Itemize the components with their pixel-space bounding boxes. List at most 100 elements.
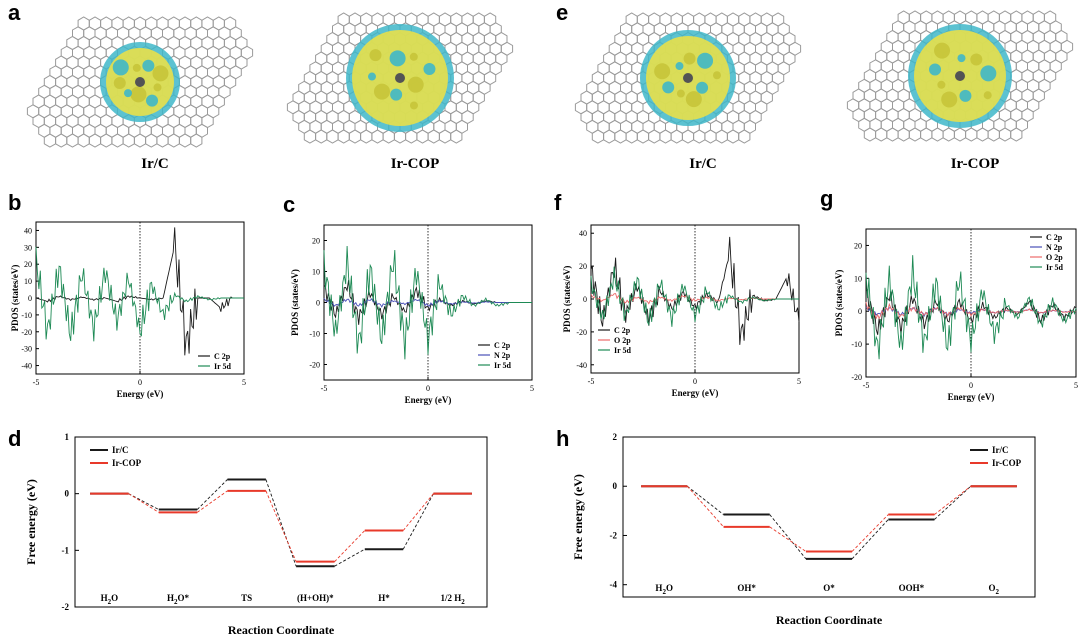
x-tick-label: 5 xyxy=(1074,381,1078,390)
energy-connector xyxy=(686,485,724,515)
series-o-2p xyxy=(590,293,799,305)
y-tick-label: 1 xyxy=(65,432,70,442)
y-tick-label: 10 xyxy=(24,277,32,286)
x-tick-label: 0 xyxy=(426,384,430,393)
energy-connector xyxy=(196,479,228,510)
y-tick-label: 10 xyxy=(312,268,320,277)
energy-connector xyxy=(402,493,434,531)
density-lobe xyxy=(712,71,721,80)
y-tick-label: 0 xyxy=(65,489,70,499)
energy-connector xyxy=(128,493,160,513)
x-axis-label: Energy (eV) xyxy=(405,395,452,405)
y-tick-label: -20 xyxy=(851,373,862,382)
energy-connector xyxy=(334,530,366,562)
x-tick-label: -5 xyxy=(863,381,870,390)
panel-label-a: a xyxy=(8,0,21,25)
y-tick-label: 30 xyxy=(24,243,32,252)
y-tick-label: 0 xyxy=(28,294,32,303)
y-tick-label: -2 xyxy=(62,602,70,612)
hexagon xyxy=(450,129,463,144)
legend-label: N 2p xyxy=(1046,243,1063,252)
density-lobe xyxy=(112,59,129,76)
panel-label-h: h xyxy=(556,426,570,451)
energy-chart-d: 1 0 -1 -2 Free energy (eV) Reaction Coordinat… xyxy=(24,432,488,637)
density-lobe xyxy=(697,52,714,69)
structure-caption-a-left: Ir/C xyxy=(141,156,169,172)
y-tick-label: 10 xyxy=(854,274,862,283)
density-lobe xyxy=(980,65,997,82)
x-tick-label: -5 xyxy=(33,378,40,387)
legend-label: Ir/C xyxy=(112,445,129,455)
series-c-2p xyxy=(35,227,244,356)
legend-label: O 2p xyxy=(614,336,631,345)
density-lobe xyxy=(685,91,702,108)
y-tick-label: -20 xyxy=(21,328,32,337)
y-tick-label: -10 xyxy=(851,340,862,349)
y-axis-label: Free energy (eV) xyxy=(24,479,38,565)
x-tick-label: 5 xyxy=(530,384,534,393)
x-axis-label: Energy (eV) xyxy=(117,389,164,399)
series-ir-5d xyxy=(865,255,1077,360)
panel-label-d: d xyxy=(8,426,22,451)
density-lobe xyxy=(675,62,684,71)
category-label: H2O xyxy=(655,583,673,596)
structure-images xyxy=(26,10,1074,148)
y-tick-label: -30 xyxy=(21,345,32,354)
density-lobe xyxy=(929,63,942,76)
category-label: H* xyxy=(378,593,390,603)
legend-label: Ir/C xyxy=(992,445,1009,455)
energy-connector xyxy=(769,526,807,552)
y-axis-label: PDOS (states/eV) xyxy=(290,269,300,336)
y-axis-label: PDOS (states/eV) xyxy=(834,270,844,337)
series-ir-5d xyxy=(323,245,532,360)
y-tick-label: 20 xyxy=(312,237,320,246)
x-tick-label: 0 xyxy=(693,377,697,386)
legend-label: C 2p xyxy=(214,352,231,361)
density-lobe xyxy=(983,91,992,100)
hexagon xyxy=(190,133,203,148)
energy-connector xyxy=(934,485,972,515)
category-label: (H+OH)* xyxy=(297,593,334,603)
ir-atom xyxy=(135,77,145,87)
y-tick-label: -4 xyxy=(610,580,618,590)
category-label: OH* xyxy=(737,583,756,593)
panel-label-g: g xyxy=(820,186,834,211)
pdos-chart-c: 20 10 0 -10 -20 -5 0 5 Energy (eV) PDOS (states/e… xyxy=(290,224,534,405)
density-lobe xyxy=(152,65,169,82)
density-lobe xyxy=(113,76,126,89)
x-axis-label: Reaction Coordinate xyxy=(228,623,335,637)
x-tick-label: 5 xyxy=(797,377,801,386)
x-tick-label: -5 xyxy=(588,377,595,386)
structure-caption-e-right: Ir-COP xyxy=(950,156,1000,172)
density-lobe xyxy=(142,59,155,72)
x-tick-label: 5 xyxy=(242,378,246,387)
category-label: TS xyxy=(241,593,252,603)
y-tick-label: -20 xyxy=(309,361,320,370)
density-lobe xyxy=(409,52,418,61)
y-tick-label: 0 xyxy=(858,307,862,316)
pdos-chart-g: 20 10 0 -10 -20-5 0 5 Energy (eV) PDOS (states/e… xyxy=(834,228,1078,402)
panel-label-b: b xyxy=(8,190,22,215)
density-lobe xyxy=(937,80,946,89)
panel-label-c: c xyxy=(283,192,296,217)
y-tick-label: -40 xyxy=(576,361,587,370)
y-tick-label: 20 xyxy=(579,262,587,271)
y-tick-label: 0 xyxy=(613,481,618,491)
x-axis-label: Energy (eV) xyxy=(948,392,995,402)
legend-label: C 2p xyxy=(1046,233,1063,242)
hexagon xyxy=(738,129,751,144)
density-lobe xyxy=(959,89,972,102)
panel-label-e: e xyxy=(556,0,569,25)
density-lobe xyxy=(662,81,675,94)
category-label: H2O* xyxy=(167,593,190,606)
density-lobe xyxy=(696,81,709,94)
ir-atom xyxy=(683,73,693,83)
y-axis-label: Free energy (eV) xyxy=(571,474,585,560)
pdos-chart-f: 40 20 0 -20 -40-5 0 5 Energy (eV) PDOS (states/e… xyxy=(562,224,801,398)
legend-label: Ir-COP xyxy=(992,458,1022,468)
legend-label: Ir 5d xyxy=(214,362,232,371)
series-ir-5d xyxy=(590,266,799,327)
legend-label: C 2p xyxy=(614,326,631,335)
